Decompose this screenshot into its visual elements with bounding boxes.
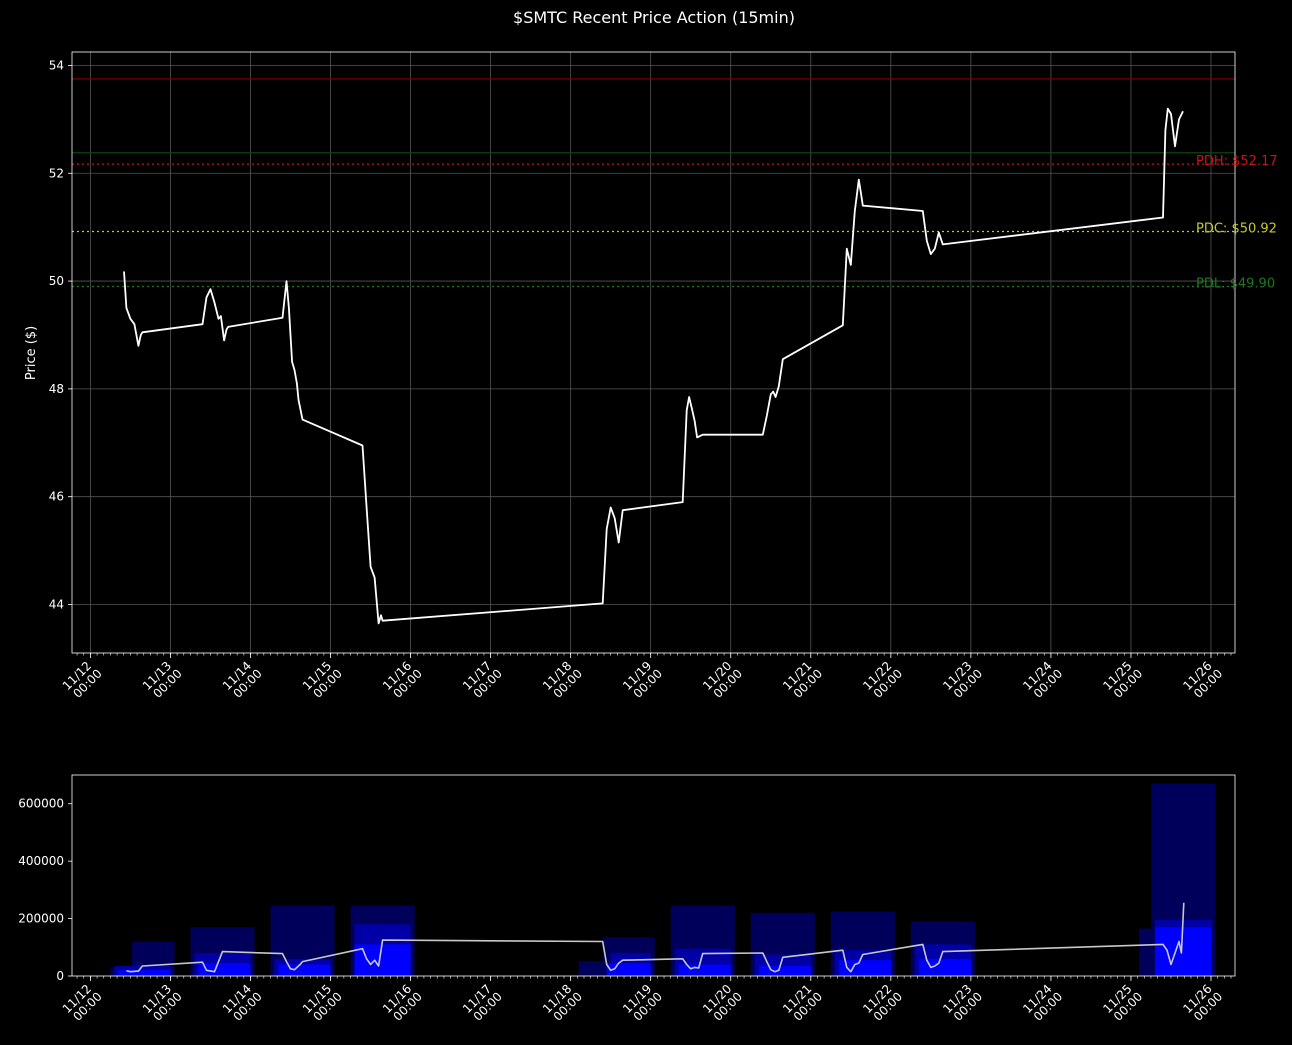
volume-ytick-label-0: 0 [56,969,64,983]
price-line-0 [123,107,1184,625]
price-reference-labels: PDH: $52.17 PDC: $50.92 PDL: $49.90 [1196,154,1278,291]
price-ytick-label-0: 44 [49,597,64,611]
price-ytick-label-3: 50 [49,274,64,288]
volume-bar-bright-2 [278,964,331,976]
price-ytick-label-4: 52 [49,166,64,180]
volume-bar-bright-8 [918,958,971,976]
price-y-axis-label: Price ($) [24,326,39,380]
volume-ytick-label-3: 600000 [18,797,64,811]
chart-title: $SMTC Recent Price Action (15min) [513,8,795,27]
volume-bar-bright-1 [198,963,251,976]
price-reference-lines [72,78,1235,288]
reference-label-2: PDH: $52.17 [1196,154,1278,169]
price-ytick-label-5: 54 [49,58,64,72]
volume-bar-bright-7 [838,960,891,976]
volume-axes-frame [71,774,1236,977]
reference-label-3: PDC: $50.92 [1196,221,1277,236]
price-grid [72,52,1235,653]
volume-series [126,902,1185,973]
volume-bar-bright-6 [758,965,811,976]
reference-label-4: PDL: $49.90 [1196,276,1275,291]
volume-ytick-label-1: 200000 [18,912,64,926]
volume-bar-bright-5 [678,964,731,976]
price-ytick-label-2: 48 [49,382,64,396]
price-axes-frame [71,51,1236,654]
volume-bars [110,783,1215,976]
volume-bar-bright-4 [606,963,651,976]
volume-bar-bright-3 [354,944,411,976]
volume-y-ticks: 0 200000 400000 600000 [18,797,72,983]
price-series [123,107,1184,625]
volume-ytick-label-2: 400000 [18,854,64,868]
volume-bar-bright-0 [118,969,171,976]
price-ytick-label-1: 46 [49,490,64,504]
volume-line-0 [126,902,1185,973]
price-y-ticks: 44 46 48 50 52 54 [49,58,72,611]
